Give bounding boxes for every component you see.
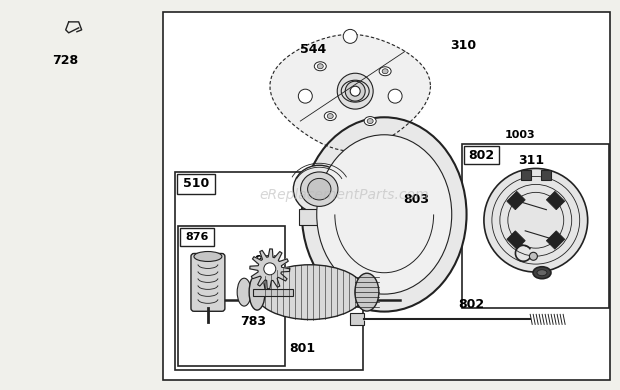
Polygon shape <box>270 34 430 151</box>
Text: 1003: 1003 <box>505 130 536 140</box>
Circle shape <box>529 252 538 260</box>
Polygon shape <box>250 249 290 289</box>
Bar <box>507 231 525 249</box>
Text: 544: 544 <box>300 43 326 56</box>
Bar <box>180 228 213 246</box>
Ellipse shape <box>364 117 376 126</box>
Circle shape <box>264 263 276 275</box>
Bar <box>350 314 364 325</box>
Bar <box>541 170 551 181</box>
Ellipse shape <box>324 112 336 121</box>
Bar <box>521 170 531 181</box>
Text: 801: 801 <box>289 342 315 355</box>
Ellipse shape <box>367 119 373 124</box>
Circle shape <box>343 29 357 43</box>
Bar <box>461 144 609 308</box>
Ellipse shape <box>355 273 379 311</box>
Bar <box>175 172 363 370</box>
Text: 510: 510 <box>183 177 209 190</box>
Ellipse shape <box>314 62 326 71</box>
Ellipse shape <box>237 278 251 306</box>
Bar <box>507 191 525 210</box>
Bar <box>177 226 285 366</box>
Ellipse shape <box>327 113 333 119</box>
Text: 802: 802 <box>458 298 484 311</box>
Text: 513: 513 <box>333 241 359 254</box>
Ellipse shape <box>194 252 222 261</box>
Text: 311: 311 <box>518 154 544 167</box>
Ellipse shape <box>293 165 345 213</box>
FancyBboxPatch shape <box>191 254 225 311</box>
Text: 783: 783 <box>240 315 266 328</box>
Ellipse shape <box>249 274 265 310</box>
Ellipse shape <box>382 69 388 74</box>
Ellipse shape <box>308 178 331 200</box>
Circle shape <box>337 73 373 109</box>
Bar <box>253 289 293 296</box>
Ellipse shape <box>302 117 466 312</box>
Text: eReplacementParts.com: eReplacementParts.com <box>259 188 429 202</box>
Ellipse shape <box>537 270 547 276</box>
Circle shape <box>345 81 365 101</box>
Ellipse shape <box>533 267 551 279</box>
Text: 803: 803 <box>404 193 430 206</box>
Circle shape <box>350 86 360 96</box>
Bar <box>546 231 565 249</box>
Circle shape <box>484 168 588 272</box>
Text: 876: 876 <box>185 232 208 242</box>
Bar <box>163 12 610 379</box>
Ellipse shape <box>379 67 391 76</box>
Ellipse shape <box>301 172 338 206</box>
Ellipse shape <box>317 64 323 69</box>
Text: 896: 896 <box>254 254 280 267</box>
Circle shape <box>388 89 402 103</box>
Circle shape <box>298 89 312 103</box>
Text: 310: 310 <box>450 39 477 52</box>
Bar <box>299 209 339 225</box>
Text: 802: 802 <box>469 149 495 162</box>
Text: 728: 728 <box>53 55 79 67</box>
Bar <box>546 191 565 210</box>
Ellipse shape <box>255 265 365 319</box>
Bar <box>464 147 500 165</box>
Ellipse shape <box>317 135 452 294</box>
Bar <box>177 174 215 193</box>
